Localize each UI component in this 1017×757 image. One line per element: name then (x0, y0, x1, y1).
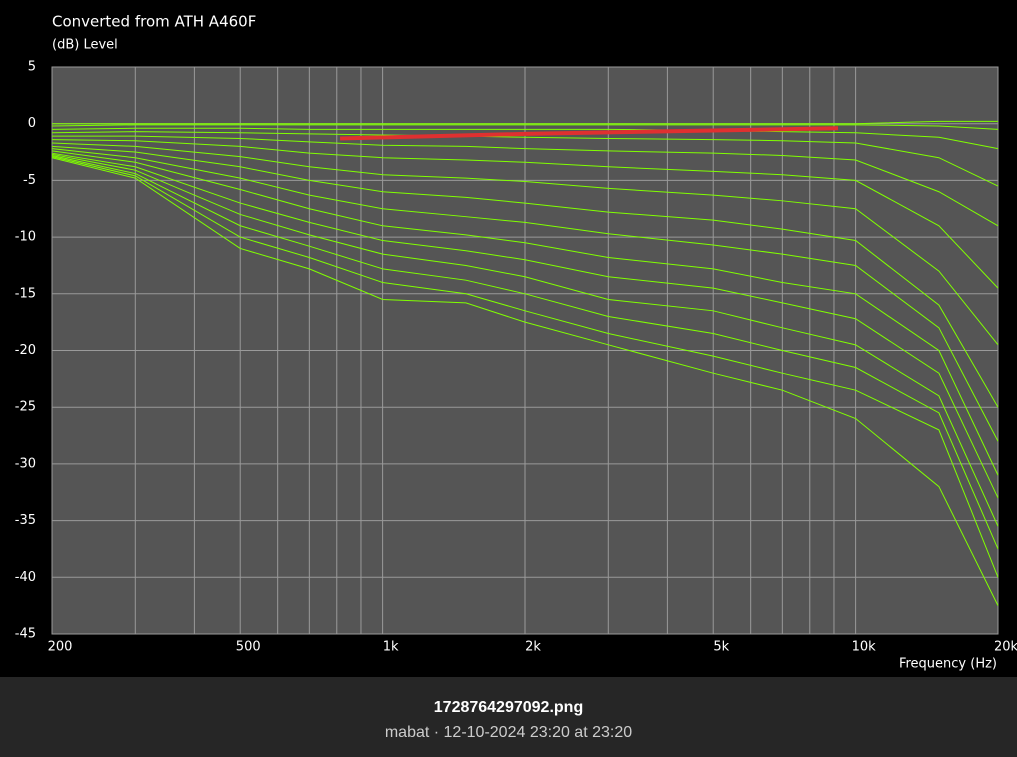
chart-title: Converted from ATH A460F (52, 13, 256, 31)
series-line (52, 120, 998, 125)
caption-bar: 1728764297092.png mabat · 12-10-2024 23:… (0, 677, 1017, 757)
y-tick-label: -10 (15, 230, 36, 245)
y-tick-label: -30 (15, 456, 36, 471)
x-tick-label: 5k (713, 640, 729, 655)
y-axis-label: (dB) Level (52, 38, 118, 53)
series-line (51, 127, 999, 150)
series-line (51, 156, 999, 578)
series-line (51, 153, 999, 527)
series-line (51, 142, 999, 346)
series-line (51, 148, 999, 442)
y-tick-label: 0 (28, 116, 36, 131)
series-line (51, 145, 999, 408)
series-line (51, 139, 999, 289)
file-meta: mabat · 12-10-2024 23:20 at 23:20 (384, 724, 633, 741)
y-tick-label: -5 (23, 173, 36, 188)
highlight-line (340, 126, 839, 141)
series-line (51, 157, 999, 606)
y-tick-label: 5 (28, 60, 36, 75)
x-tick-label: 200 (48, 640, 73, 655)
y-tick-label: -15 (15, 286, 36, 301)
x-tick-label: 20k (994, 640, 1017, 655)
x-axis-label: Frequency (Hz) (899, 657, 997, 672)
plot-border (51, 66, 999, 635)
y-tick-label: -45 (15, 627, 36, 642)
file-name: 1728764297092.png (433, 699, 584, 716)
chart: Converted from ATH A460F (dB) Level Freq… (15, 13, 1017, 672)
series-line (51, 154, 999, 550)
series-line (52, 135, 999, 227)
y-tick-label: -20 (15, 343, 36, 358)
y-tick-label: -40 (15, 570, 36, 585)
series-line (51, 124, 999, 130)
series-line (51, 152, 999, 499)
series-line (51, 131, 999, 187)
x-tick-label: 2k (525, 640, 541, 655)
x-tick-label: 500 (236, 640, 261, 655)
y-tick-label: -35 (15, 513, 36, 528)
x-tick-label: 1k (383, 640, 399, 655)
x-tick-label: 10k (852, 640, 877, 655)
series-line (51, 150, 999, 476)
y-tick-label: -25 (15, 400, 36, 415)
